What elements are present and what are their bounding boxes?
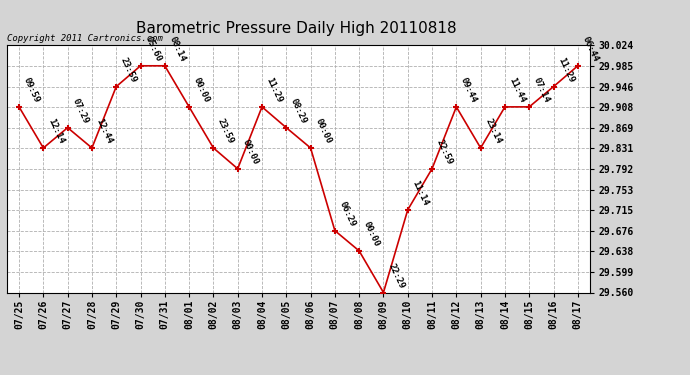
Text: 11:29: 11:29 (265, 76, 284, 104)
Text: 23:14: 23:14 (484, 117, 503, 145)
Text: 07:14: 07:14 (532, 76, 551, 104)
Text: 11:44: 11:44 (508, 76, 527, 104)
Text: 12:14: 12:14 (46, 117, 66, 145)
Text: 12:44: 12:44 (95, 117, 115, 145)
Text: 00:00: 00:00 (362, 220, 382, 248)
Text: 23:59: 23:59 (119, 56, 139, 84)
Text: Copyright 2011 Cartronics.com: Copyright 2011 Cartronics.com (7, 33, 163, 42)
Text: 08:29: 08:29 (289, 97, 308, 125)
Text: 00:00: 00:00 (313, 117, 333, 145)
Text: 09:59: 09:59 (22, 76, 41, 104)
Text: 00:00: 00:00 (241, 138, 260, 166)
Text: 22:59: 22:59 (435, 138, 454, 166)
Text: 06:29: 06:29 (337, 200, 357, 228)
Text: 00:00: 00:00 (192, 76, 211, 104)
Text: 08:14: 08:14 (168, 35, 187, 63)
Text: 11:14: 11:14 (411, 179, 430, 207)
Text: 06:44: 06:44 (580, 35, 600, 63)
Text: 07:29: 07:29 (70, 97, 90, 125)
Text: 09:44: 09:44 (459, 76, 479, 104)
Text: 23:59: 23:59 (216, 117, 236, 145)
Text: 11:29: 11:29 (556, 56, 575, 84)
Text: 22:29: 22:29 (386, 261, 406, 290)
Text: Barometric Pressure Daily High 20110818: Barometric Pressure Daily High 20110818 (137, 21, 457, 36)
Text: 05:60: 05:60 (144, 35, 163, 63)
